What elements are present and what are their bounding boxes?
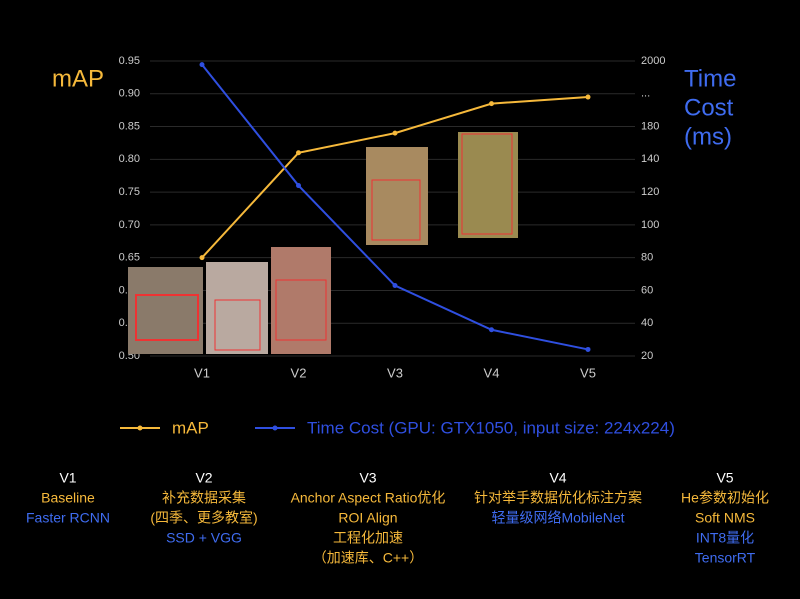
legend-dot [272,425,278,431]
photo-box [214,299,261,351]
data-point [585,94,591,100]
y2-tick-label: 100 [641,219,659,231]
y-tick-label: 0.95 [119,55,140,67]
version-title: V2 [195,470,212,486]
version-item: （加速库、C++） [313,550,423,566]
version-item: 针对举手数据优化标注方案 [474,490,642,506]
legend-label: Time Cost (GPU: GTX1050, input size: 224… [307,418,675,437]
version-title: V3 [359,470,376,486]
version-item: 补充数据采集 [162,490,246,506]
y-tick-label: 0.70 [119,219,140,231]
version-item: Anchor Aspect Ratio优化 [291,490,446,506]
y2-axis-title: Cost [684,94,734,121]
legend-dot [137,425,143,431]
legend-label: mAP [172,418,209,437]
y2-tick-label: 40 [641,317,653,329]
data-point [392,283,398,289]
version-item: He参数初始化 [681,490,769,506]
x-tick-label: V1 [194,365,210,380]
y2-tick-label: 140 [641,153,659,165]
version-item: Soft NMS [695,510,755,526]
y2-tick-label: 20 [641,350,653,362]
x-tick-label: V4 [484,365,500,380]
y-tick-label: 0.90 [119,88,140,100]
y2-tick-label: 120 [641,186,659,198]
photo-box [135,294,199,341]
x-tick-label: V3 [387,365,403,380]
data-point [296,183,301,189]
photo-box [371,179,421,241]
photo-box [275,279,327,341]
data-point [199,62,205,68]
x-tick-label: V2 [291,365,307,380]
photo [366,147,428,245]
version-item: (四季、更多教室) [150,510,257,526]
version-item: 轻量级网络MobileNet [491,510,624,526]
photo [271,247,331,354]
y2-axis-title: (ms) [684,123,732,150]
version-item: SSD + VGG [166,530,242,546]
y-tick-label: 0.65 [119,252,140,264]
photos [128,132,518,354]
y-axis-title: mAP [52,65,104,92]
photo-box [461,133,513,235]
y2-tick-label: 180 [641,120,659,132]
y2-tick-label: 60 [641,284,653,296]
data-point [489,327,494,333]
version-item: 工程化加速 [333,530,403,546]
data-point [585,346,591,352]
y2-tick-label: 2000 [641,55,665,67]
y2-tick-label: ... [641,88,650,100]
data-point [296,150,301,156]
version-item: Baseline [41,490,95,506]
y-tick-label: 0.80 [119,153,140,165]
x-tick-label: V5 [580,365,596,380]
version-title: V1 [59,470,76,486]
photo [458,132,518,238]
version-item: Faster RCNN [26,510,110,526]
data-point [199,255,205,261]
y2-axis-title: Time [684,65,736,92]
y-tick-label: 0.75 [119,186,140,198]
photo [206,262,268,354]
version-item: ROI Align [338,510,397,526]
data-point [392,130,398,136]
version-title: V5 [716,470,733,486]
data-point [489,101,494,107]
y2-tick-label: 80 [641,252,653,264]
version-item: TensorRT [695,550,756,566]
y-tick-label: 0.85 [119,120,140,132]
version-item: INT8量化 [696,530,754,546]
version-title: V4 [549,470,566,486]
